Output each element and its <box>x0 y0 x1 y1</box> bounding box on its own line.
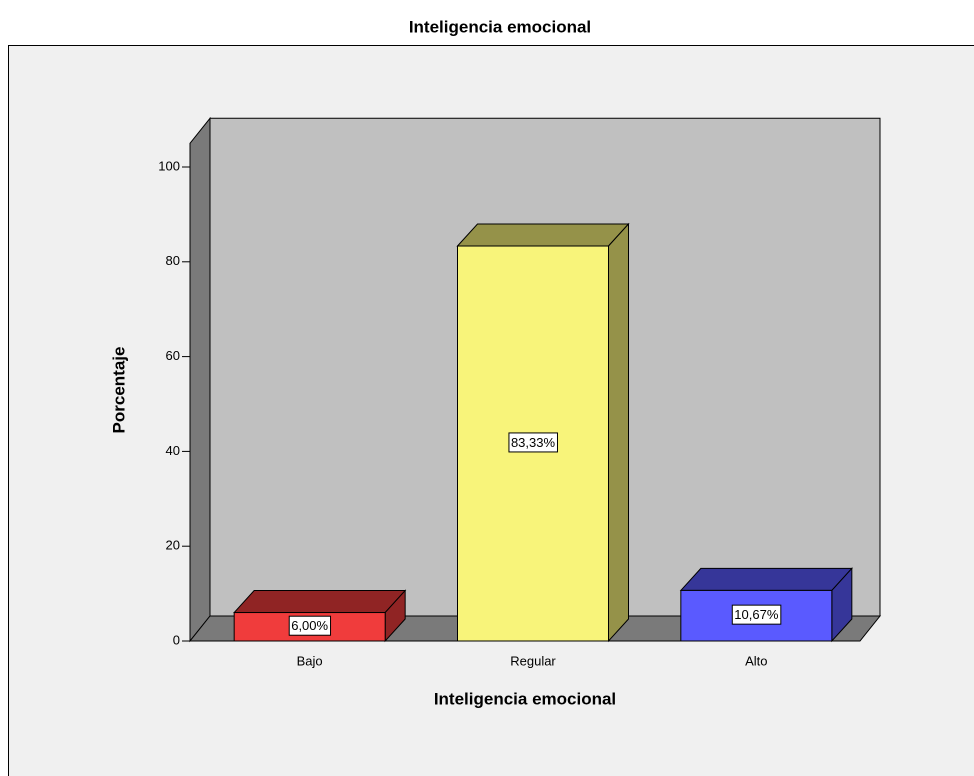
bar-top <box>233 590 407 614</box>
bar-side <box>608 222 629 643</box>
value-label: 83,33% <box>511 435 556 450</box>
value-label-box <box>288 615 332 636</box>
y-tick-label: 60 <box>166 348 180 363</box>
value-label-box <box>731 604 782 625</box>
x-tick-label: Alto <box>745 653 767 668</box>
y-tick-label: 20 <box>166 538 180 553</box>
bar-top <box>456 223 630 247</box>
value-label: 6,00% <box>291 618 328 633</box>
x-tick-label: Regular <box>510 653 556 668</box>
y-tick-label: 80 <box>166 253 180 268</box>
y-tick-label: 100 <box>158 158 180 173</box>
x-tick-label: Bajo <box>297 653 323 668</box>
bar-top <box>679 567 853 591</box>
chart-title: Inteligencia emocional <box>409 17 591 36</box>
value-label: 10,67% <box>734 607 779 622</box>
x-axis-title: Inteligencia emocional <box>434 689 616 708</box>
y-axis-title: Porcentaje <box>109 347 128 434</box>
value-label-box <box>508 432 558 453</box>
y-tick-label: 0 <box>173 632 180 647</box>
y-tick-label: 40 <box>166 443 180 458</box>
left-wall <box>189 116 211 643</box>
